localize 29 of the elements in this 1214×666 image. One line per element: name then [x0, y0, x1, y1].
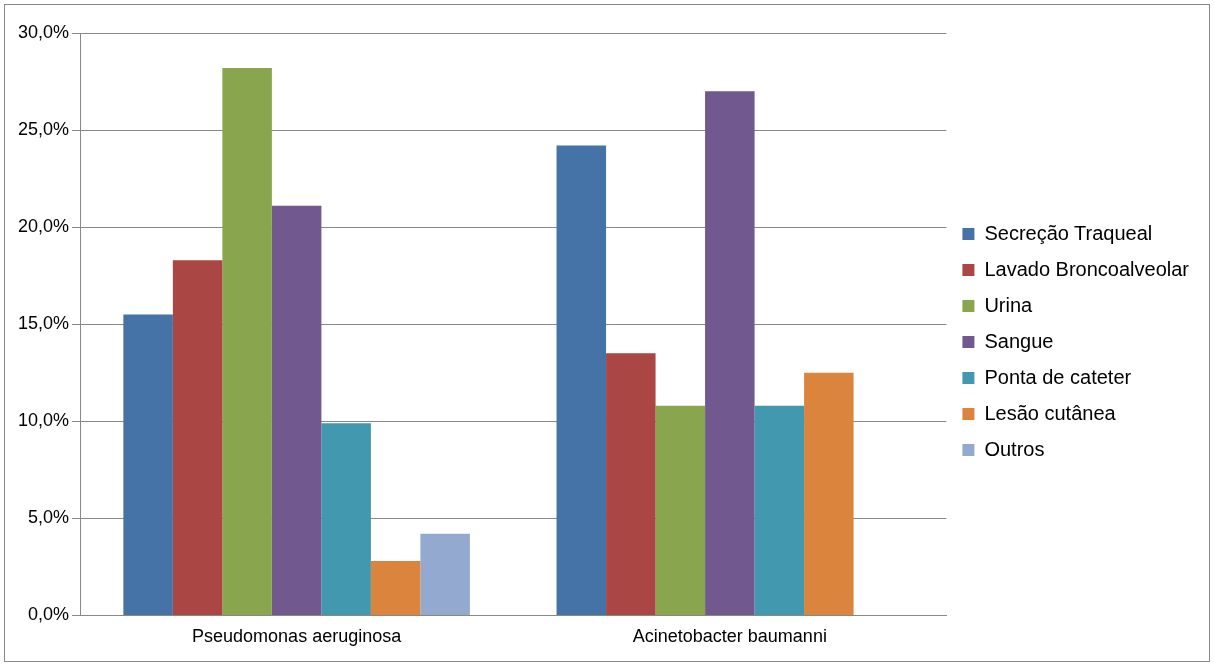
y-tick-label: 30,0%	[17, 21, 70, 42]
bar	[804, 372, 854, 615]
legend-label: Sangue	[984, 329, 1054, 352]
bar	[705, 91, 755, 615]
bar	[271, 205, 322, 615]
y-tick-label: 10,0%	[17, 410, 70, 431]
bar	[556, 145, 607, 615]
bar	[754, 405, 805, 615]
legend-label: Lavado Broncoalveolar	[984, 257, 1190, 280]
bar	[606, 353, 656, 615]
bar	[123, 314, 173, 615]
x-tick-label: Pseudomonas aeruginosa	[192, 626, 403, 647]
y-tick-label: 15,0%	[17, 313, 70, 334]
legend-label: Urina	[984, 293, 1034, 316]
y-tick-label: 25,0%	[17, 119, 70, 140]
bar	[655, 405, 706, 615]
y-tick-label: 5,0%	[28, 507, 70, 528]
bar	[222, 67, 272, 615]
bar	[172, 260, 223, 615]
legend-label: Lesão cutânea	[984, 401, 1117, 424]
x-tick-label: Acinetobacter baumanni	[632, 626, 827, 647]
legend-label: Ponta de cateter	[984, 365, 1132, 388]
legend-label: Secreção Traqueal	[984, 221, 1153, 244]
y-tick-label: 0,0%	[28, 604, 70, 625]
bar	[321, 423, 371, 615]
bar	[420, 533, 470, 615]
y-tick-label: 20,0%	[17, 216, 70, 237]
bar	[370, 561, 421, 615]
legend-label: Outros	[984, 437, 1045, 460]
